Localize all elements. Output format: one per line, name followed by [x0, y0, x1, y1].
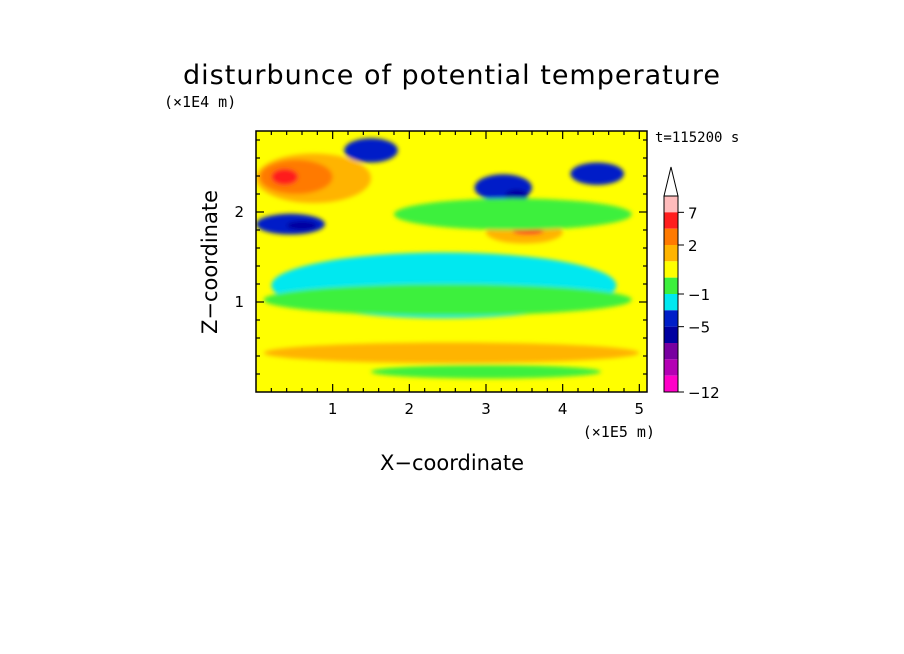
- field-region: [271, 168, 299, 185]
- colorbar-segment: [664, 294, 678, 311]
- colorbar-overflow-arrow: [663, 166, 679, 197]
- plot-frame: [255, 130, 648, 393]
- field-region: [263, 284, 632, 316]
- x-tick-label: 4: [558, 400, 568, 418]
- plot-area: [256, 131, 647, 392]
- time-label: t=115200 s: [655, 130, 739, 146]
- colorbar-segment: [664, 343, 678, 360]
- field-region: [570, 162, 625, 185]
- chart-title: disturbunce of potential temperature: [183, 60, 721, 91]
- y-axis: 12: [234, 139, 647, 375]
- y-tick-label: 1: [234, 293, 244, 311]
- x-axis: 1 2 3 4 5: [270, 131, 645, 418]
- field-region: [505, 189, 529, 202]
- field-region: [393, 198, 632, 230]
- y-unit-label: (×1E4 m): [164, 93, 236, 111]
- colorbar: 7 2 −1 −5 −12: [663, 166, 720, 402]
- field-region: [344, 138, 398, 163]
- colorbar-segment: [664, 326, 678, 343]
- x-tick-label: 3: [481, 400, 491, 418]
- x-unit-label: (×1E5 m): [583, 423, 655, 441]
- colorbar-segment: [664, 359, 678, 376]
- y-tick-label: 2: [234, 203, 244, 221]
- y-axis-title: Z−coordinate: [198, 190, 222, 334]
- x-tick-label: 2: [405, 400, 415, 418]
- field-region: [263, 342, 640, 364]
- x-tick-label: 1: [328, 400, 338, 418]
- colorbar-segment: [664, 261, 678, 278]
- colorbar-segment: [664, 212, 678, 229]
- colorbar-label: −1: [688, 286, 710, 304]
- colorbar-label: −5: [688, 319, 710, 337]
- colorbar-segment: [664, 375, 678, 392]
- colorbar-label: −12: [688, 384, 720, 402]
- field-region: [286, 221, 318, 230]
- colorbar-label: 7: [688, 204, 698, 222]
- x-axis-title: X−coordinate: [380, 451, 524, 475]
- colorbar-label: 2: [688, 237, 698, 255]
- colorbar-segment: [664, 277, 678, 294]
- colorbar-segment: [664, 196, 678, 213]
- colorbar-segment: [664, 310, 678, 327]
- x-tick-label: 5: [635, 400, 645, 418]
- colorbar-segment: [664, 228, 678, 245]
- colorbar-segment: [664, 245, 678, 262]
- field-region: [371, 365, 601, 379]
